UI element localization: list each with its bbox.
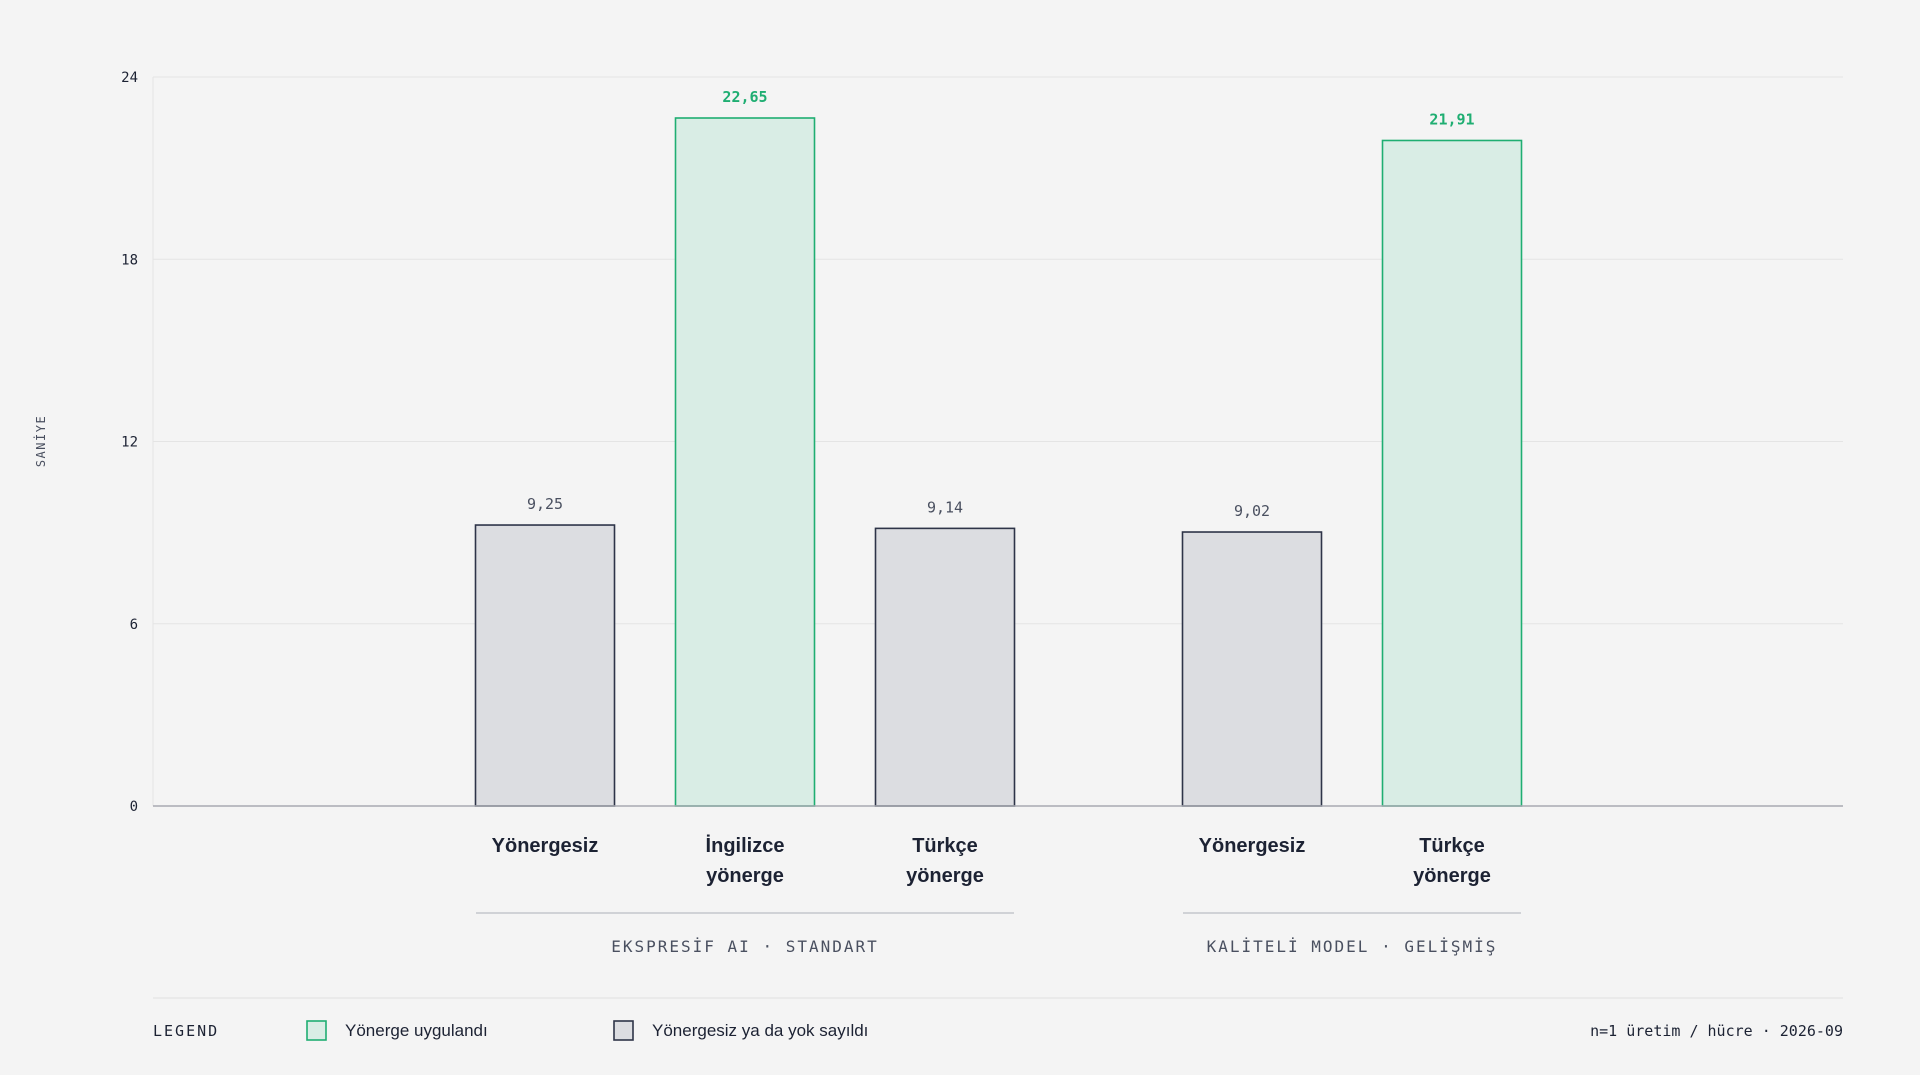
legend-title: LEGEND <box>153 1022 219 1040</box>
value-label: 21,91 <box>1429 110 1474 128</box>
legend-label-none: Yönergesiz ya da yok sayıldı <box>652 1021 868 1040</box>
bar <box>674 117 816 807</box>
category-label-line: yönerge <box>1413 865 1491 887</box>
value-label: 22,65 <box>722 88 767 106</box>
bar <box>874 527 1016 807</box>
value-label: 9,02 <box>1234 502 1270 520</box>
category-label: Türkçe yönerge <box>906 835 984 887</box>
category-label: Yönergesiz <box>1199 835 1306 857</box>
category-label-line: Türkçe <box>1419 835 1485 857</box>
category-label-line: Türkçe <box>912 835 978 857</box>
bar <box>474 524 616 807</box>
category-label-line: İngilizce <box>706 834 785 857</box>
legend-label-applied: Yönerge uygulandı <box>345 1021 488 1040</box>
legend: LEGEND Yönerge uygulandı Yönergesiz ya d… <box>153 1020 868 1041</box>
category-label-line: Yönergesiz <box>492 835 599 857</box>
group-label: KALİTELİ MODEL · GELİŞMİŞ <box>1207 937 1498 956</box>
group-label: EKSPRESİF AI · STANDART <box>611 937 879 956</box>
category-labels: Yönergesiz İngilizce yönerge Türkçe yönerge Y… <box>492 834 1491 887</box>
bar <box>1381 139 1523 807</box>
group-labels: EKSPRESİF AI · STANDART KALİTELİ MODEL · … <box>476 912 1521 956</box>
legend-swatch-applied <box>306 1020 327 1041</box>
category-label: İngilizce yönerge <box>706 834 785 887</box>
value-label: 9,25 <box>527 495 563 513</box>
bar <box>1181 531 1323 807</box>
footer-note: n=1 üretim / hücre · 2026-09 <box>1590 1022 1843 1040</box>
value-labels: 9,25 22,65 9,14 9,02 21,91 <box>527 88 1475 520</box>
category-label: Türkçe yönerge <box>1413 835 1491 887</box>
y-tick-label: 0 <box>130 799 138 815</box>
y-tick-label: 18 <box>121 252 138 268</box>
category-label: Yönergesiz <box>492 835 599 857</box>
bars <box>474 117 1523 807</box>
category-label-line: yönerge <box>906 865 984 887</box>
legend-swatch-none <box>613 1020 634 1041</box>
y-tick-labels: 0 6 12 18 24 <box>121 70 138 815</box>
category-label-line: Yönergesiz <box>1199 835 1306 857</box>
y-tick-label: 24 <box>121 70 138 86</box>
y-axis-label: SANİYE <box>33 415 48 467</box>
value-label: 9,14 <box>927 498 963 516</box>
category-label-line: yönerge <box>706 865 784 887</box>
y-tick-label: 12 <box>121 435 138 451</box>
y-tick-label: 6 <box>130 617 138 633</box>
